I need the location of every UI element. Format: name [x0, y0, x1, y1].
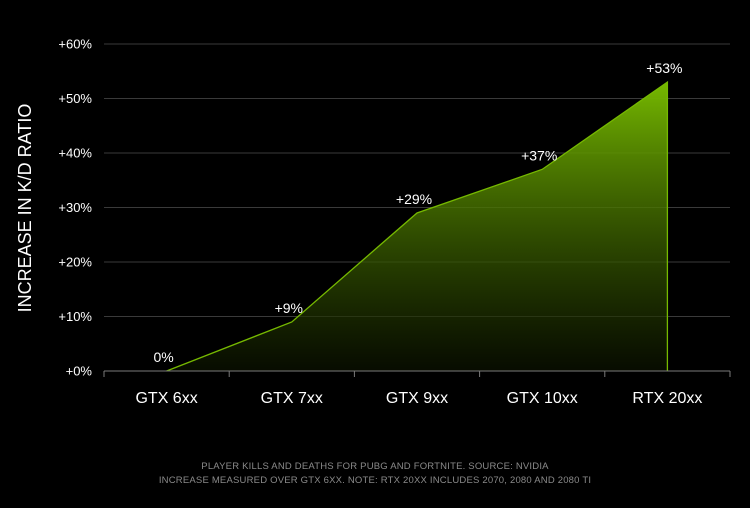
x-category-label-2: GTX 9xx	[386, 390, 448, 407]
y-tick-label-50: +50%	[58, 91, 92, 106]
y-tick-label-60: +60%	[58, 37, 92, 52]
data-label-1: +9%	[275, 300, 303, 316]
footnote-source: PLAYER KILLS AND DEATHS FOR PUBG AND FOR…	[201, 461, 549, 472]
data-label-4: +53%	[646, 60, 682, 76]
y-tick-label-40: +40%	[58, 146, 92, 161]
y-axis-title: INCREASE IN K/D RATIO	[15, 104, 35, 313]
x-category-label-3: GTX 10xx	[507, 390, 578, 407]
y-tick-label-10: +10%	[58, 309, 92, 324]
data-label-2: +29%	[396, 191, 432, 207]
x-category-label-1: GTX 7xx	[261, 390, 323, 407]
series-line	[166, 80, 669, 372]
y-tick-label-0: +0%	[66, 364, 93, 379]
y-tick-label-30: +30%	[58, 200, 92, 215]
footnote-note: INCREASE MEASURED OVER GTX 6XX. NOTE: RT…	[158, 475, 592, 486]
data-label-0: 0%	[153, 349, 173, 365]
data-label-3: +37%	[521, 147, 557, 163]
x-category-label-4: RTX 20xx	[632, 390, 702, 407]
y-tick-label-20: +20%	[58, 255, 92, 270]
area-fill	[166, 82, 668, 372]
x-category-label-0: GTX 6xx	[135, 390, 197, 407]
